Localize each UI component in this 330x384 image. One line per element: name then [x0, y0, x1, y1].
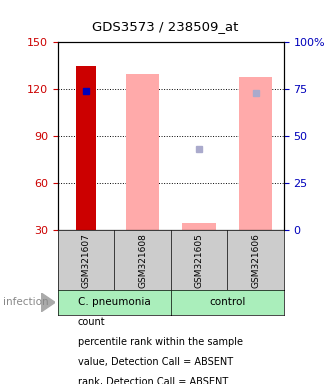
- Bar: [239, 77, 273, 230]
- Text: rank, Detection Call = ABSENT: rank, Detection Call = ABSENT: [78, 377, 228, 384]
- Text: value, Detection Call = ABSENT: value, Detection Call = ABSENT: [78, 357, 233, 367]
- Bar: [182, 223, 216, 230]
- Bar: [125, 74, 159, 230]
- Text: percentile rank within the sample: percentile rank within the sample: [78, 337, 243, 347]
- Text: GDS3573 / 238509_at: GDS3573 / 238509_at: [92, 20, 238, 33]
- Text: control: control: [209, 297, 246, 308]
- Polygon shape: [41, 293, 55, 312]
- Bar: [76, 66, 96, 230]
- Text: count: count: [78, 317, 105, 327]
- Text: GSM321607: GSM321607: [82, 233, 90, 288]
- Text: GSM321608: GSM321608: [138, 233, 147, 288]
- Text: C. pneumonia: C. pneumonia: [78, 297, 150, 308]
- Text: GSM321605: GSM321605: [194, 233, 204, 288]
- Text: GSM321606: GSM321606: [251, 233, 260, 288]
- Text: infection: infection: [3, 297, 49, 308]
